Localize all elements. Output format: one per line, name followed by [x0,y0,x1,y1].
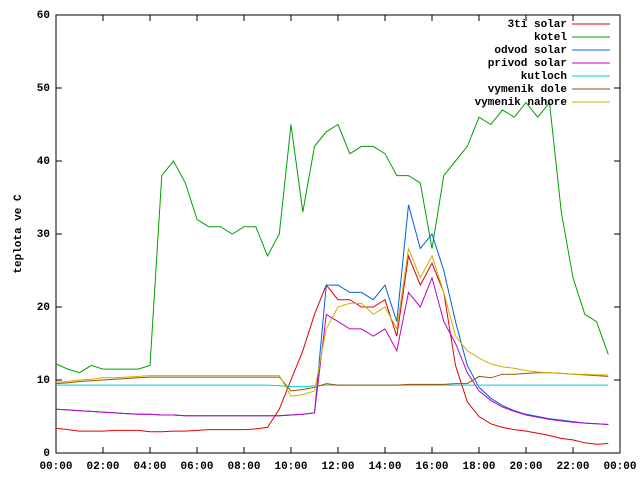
legend-label: vymenik nahore [475,97,568,109]
x-tick-label: 08:00 [227,461,260,473]
legend-label: kutloch [521,71,567,83]
y-tick-label: 30 [37,229,50,241]
legend-label: privod solar [488,58,567,70]
x-tick-label: 22:00 [556,461,589,473]
series-line [55,101,609,374]
x-tick-label: 12:00 [321,461,354,473]
x-tick-label: 04:00 [133,461,166,473]
series-line [55,276,609,425]
x-tick-label: 20:00 [509,461,542,473]
y-tick-label: 20 [37,302,50,314]
y-tick-label: 10 [37,375,50,387]
y-tick-label: 50 [37,83,50,95]
series-line [56,384,609,388]
series-line [55,246,609,397]
series-line [55,254,609,445]
x-tick-label: 00:00 [603,461,636,473]
x-tick-label: 02:00 [86,461,119,473]
x-tick-label: 06:00 [180,461,213,473]
legend-label: odvod solar [494,45,567,57]
legend-label: kotel [534,32,567,44]
y-axis-label: teplota ve C [13,194,25,274]
y-tick-label: 60 [37,10,50,22]
x-tick-label: 10:00 [274,461,307,473]
x-tick-label: 16:00 [415,461,448,473]
series-line [55,372,609,392]
legend-label: vymenik dole [488,84,568,96]
x-tick-label: 14:00 [368,461,401,473]
y-tick-label: 40 [37,156,50,168]
series-line [55,204,609,425]
x-tick-label: 18:00 [462,461,495,473]
y-tick-label: 0 [43,448,50,460]
legend-label: 3ti solar [508,19,567,31]
x-tick-label: 00:00 [39,461,72,473]
